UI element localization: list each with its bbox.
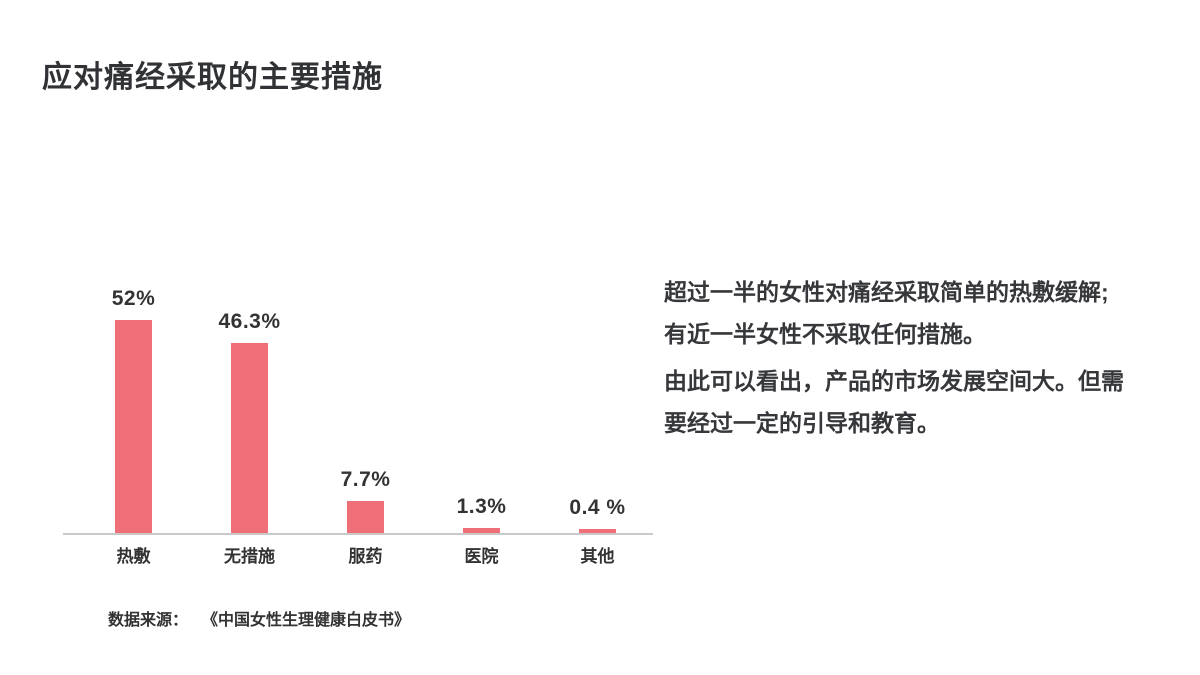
- x-axis-line: [63, 533, 653, 535]
- bar: [347, 501, 384, 533]
- analysis-text-block: 超过一半的女性对痛经采取简单的热敷缓解; 有近一半女性不采取任何措施。由此可以看出…: [664, 271, 1144, 444]
- data-source-label: 数据来源：: [108, 612, 189, 629]
- bar-group: 0.4 %: [540, 496, 656, 533]
- bar: [463, 528, 500, 533]
- bar-value-label: 0.4 %: [569, 496, 626, 519]
- bar-value-label: 46.3%: [218, 310, 281, 333]
- bar-category-label: 其他: [580, 547, 615, 566]
- bar-group: 7.7%: [308, 468, 424, 533]
- bar-group: 52%: [76, 287, 192, 533]
- bar-group: 1.3%: [424, 495, 540, 533]
- bar-category-label: 热敷: [116, 547, 151, 566]
- bar-category-label: 医院: [464, 547, 499, 566]
- data-source-note: 数据来源： 《中国女性生理健康白皮书》: [108, 606, 410, 630]
- bar-value-label: 1.3%: [456, 495, 507, 518]
- bar-chart: 52% 热敷 46.3% 无措施 7.7% 服药 1.3% 医院 0.4 % 其他: [63, 249, 656, 566]
- bar-category-label: 无措施: [224, 547, 275, 566]
- bar: [231, 343, 268, 533]
- analysis-line: 超过一半的女性对痛经采取简单的热敷缓解;: [664, 279, 1109, 305]
- bar-group: 46.3%: [192, 310, 308, 533]
- bar: [579, 529, 616, 533]
- chart-title: 应对痛经采取的主要措施: [42, 61, 383, 94]
- data-source-title: 《中国女性生理健康白皮书》: [202, 612, 411, 629]
- analysis-line: 有近一半女性不采取任何措施。: [664, 321, 986, 347]
- bar-category-label: 服药: [348, 547, 383, 566]
- bar-value-label: 7.7%: [340, 468, 391, 491]
- bar-value-label: 52%: [111, 287, 156, 310]
- bar: [115, 320, 152, 533]
- analysis-line: 要经过一定的引导和教育。: [664, 410, 940, 436]
- analysis-line: 由此可以看出，产品的市场发展空间大。但需: [664, 368, 1124, 394]
